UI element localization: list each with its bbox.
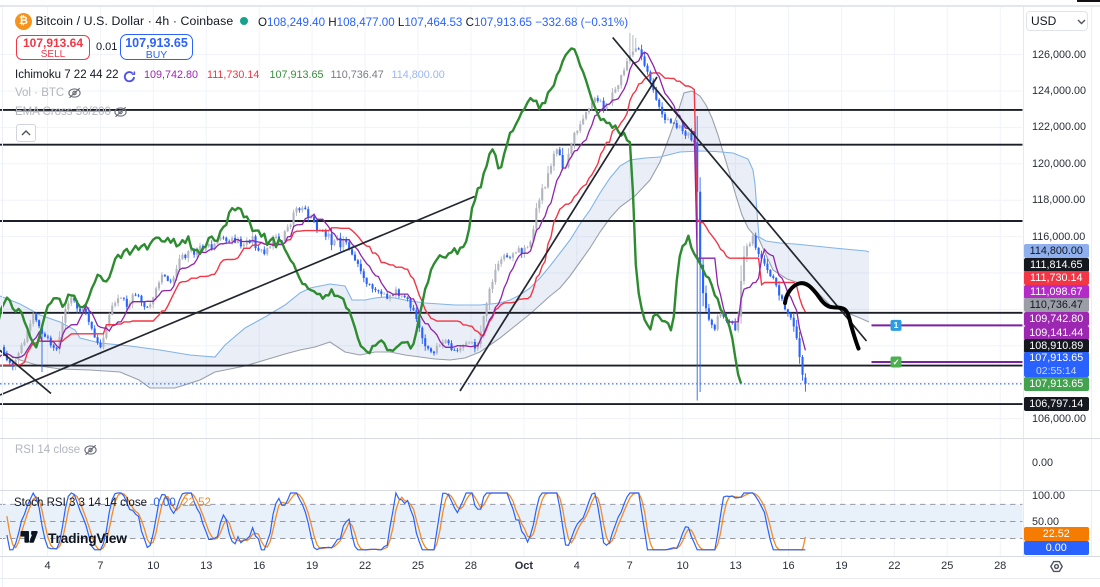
svg-text:TradingView: TradingView (48, 531, 127, 546)
svg-text:1: 1 (894, 320, 899, 330)
svg-text:✓: ✓ (892, 357, 899, 367)
